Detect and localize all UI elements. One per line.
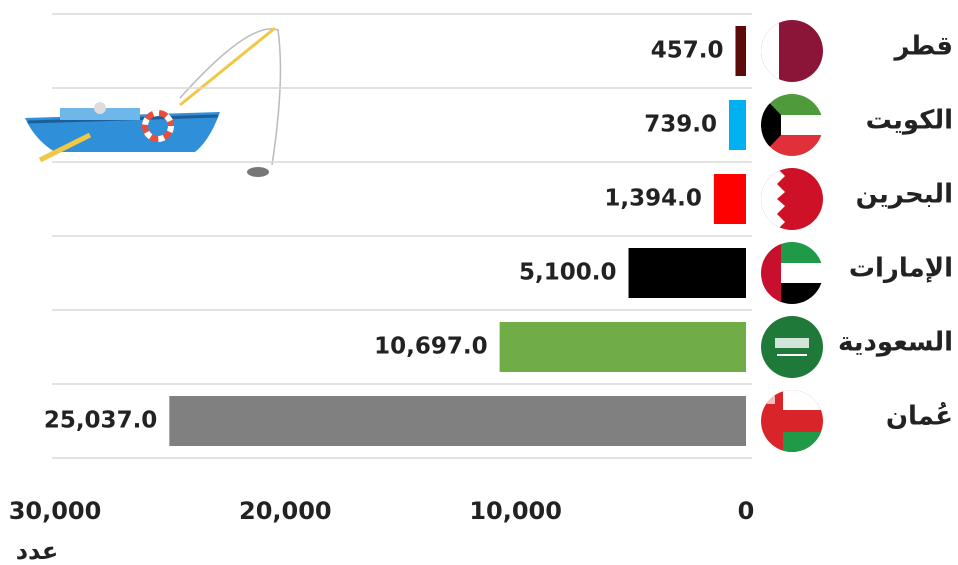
bar bbox=[628, 248, 746, 298]
x-tick-label: 30,000 bbox=[9, 497, 102, 525]
category-label: الكويت bbox=[866, 106, 953, 136]
value-label: 25,037.0 bbox=[44, 408, 158, 434]
category-label: قطر bbox=[892, 32, 953, 62]
flag bbox=[761, 94, 823, 156]
flag bbox=[761, 168, 823, 230]
x-tick-label: 10,000 bbox=[469, 497, 562, 525]
x-tick-label: 20,000 bbox=[239, 497, 332, 525]
flags bbox=[761, 20, 823, 452]
bar bbox=[735, 26, 746, 76]
flag bbox=[761, 242, 823, 304]
bar bbox=[728, 100, 746, 150]
value-label: 1,394.0 bbox=[604, 186, 702, 212]
value-label: 10,697.0 bbox=[374, 334, 488, 360]
flag-part bbox=[775, 338, 809, 348]
x-tick-label: 0 bbox=[738, 497, 755, 525]
value-label: 457.0 bbox=[651, 38, 724, 64]
flag-part bbox=[761, 168, 785, 230]
category-label: السعودية bbox=[838, 328, 953, 358]
flag-part bbox=[761, 94, 781, 156]
flag-part bbox=[761, 135, 823, 156]
flag-part bbox=[777, 354, 807, 356]
category-label: عُمان bbox=[886, 402, 953, 432]
bar bbox=[499, 322, 746, 372]
flag-part bbox=[783, 390, 823, 410]
flag bbox=[761, 20, 823, 82]
x-axis-label: عدد bbox=[16, 537, 59, 565]
flag-part bbox=[761, 20, 779, 82]
bar bbox=[713, 174, 746, 224]
bar bbox=[169, 396, 746, 446]
category-label: الإمارات bbox=[849, 254, 953, 284]
boat-illustration bbox=[25, 26, 282, 177]
value-label: 739.0 bbox=[644, 112, 717, 138]
flag bbox=[761, 390, 823, 452]
flag-part bbox=[761, 242, 781, 304]
flag bbox=[761, 316, 823, 378]
value-label: 5,100.0 bbox=[519, 260, 617, 286]
flag-part bbox=[783, 432, 823, 452]
flag-part bbox=[761, 94, 823, 115]
category-label: البحرين bbox=[856, 180, 953, 210]
flag-part bbox=[767, 396, 775, 404]
